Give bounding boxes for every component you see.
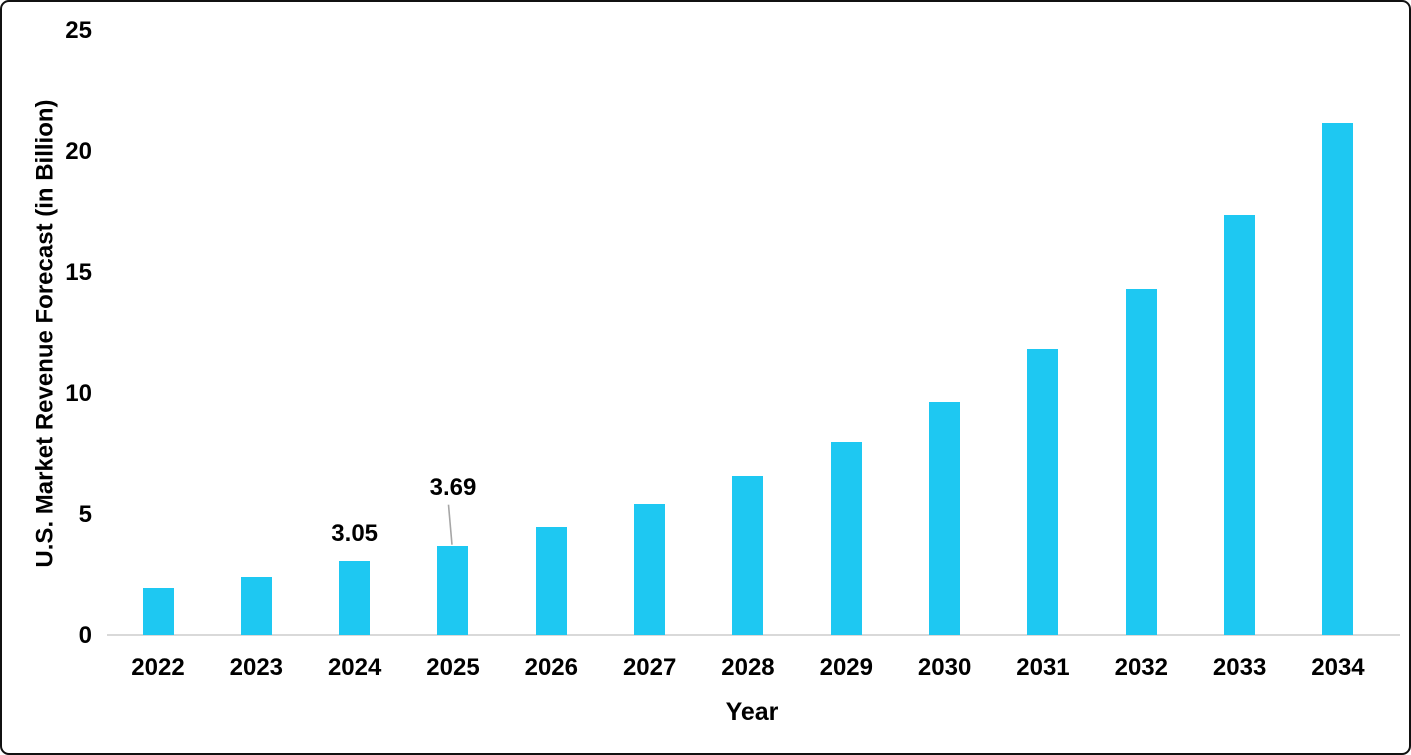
- bar-2022: [142, 588, 174, 635]
- x-axis-tick-label-2033: 2033: [1212, 654, 1267, 681]
- x-axis-tick-label-2022: 2022: [131, 654, 185, 681]
- bar-2027: [634, 504, 666, 635]
- y-axis-tick-label: 15: [65, 258, 92, 286]
- data-label-2025: 3.69: [429, 473, 477, 501]
- bar-2033: [1224, 215, 1256, 635]
- x-axis-tick-label-2034: 2034: [1311, 654, 1365, 681]
- x-axis-tick-label-2030: 2030: [917, 654, 972, 681]
- y-axis-tick-label: 0: [78, 621, 92, 649]
- x-axis-tick-label-2024: 2024: [327, 654, 382, 681]
- bar-2026: [535, 527, 567, 635]
- x-axis-tick-label-2029: 2029: [819, 654, 873, 681]
- x-axis-tick-label-2031: 2031: [1016, 654, 1070, 681]
- bar-2031: [1027, 349, 1059, 635]
- y-axis-tick-label: 20: [65, 137, 92, 165]
- bar-2030: [929, 401, 961, 635]
- data-label-2024: 3.05: [331, 520, 379, 548]
- bar-2032: [1125, 288, 1157, 635]
- x-axis-tick-label-2032: 2032: [1114, 654, 1168, 681]
- bar-2028: [732, 476, 764, 635]
- x-axis-tick-label-2027: 2027: [622, 654, 677, 681]
- bar-2034: [1322, 123, 1354, 635]
- x-axis-tick-label-2026: 2026: [524, 654, 578, 681]
- x-axis-tick-label-2023: 2023: [229, 654, 284, 681]
- y-axis-tick-label: 10: [65, 379, 92, 407]
- bar-2029: [830, 441, 862, 635]
- y-axis-tick-label: 25: [65, 16, 92, 44]
- x-axis-tick-label-2028: 2028: [721, 654, 775, 681]
- x-axis-tick-label-2025: 2025: [426, 654, 480, 681]
- x-axis-line: [107, 634, 1400, 636]
- y-axis-tick-label: 5: [78, 500, 92, 528]
- bar-2023: [240, 576, 272, 635]
- x-axis-title: Year: [725, 698, 779, 726]
- bar-2025: [437, 545, 469, 635]
- bar-2024: [339, 561, 371, 635]
